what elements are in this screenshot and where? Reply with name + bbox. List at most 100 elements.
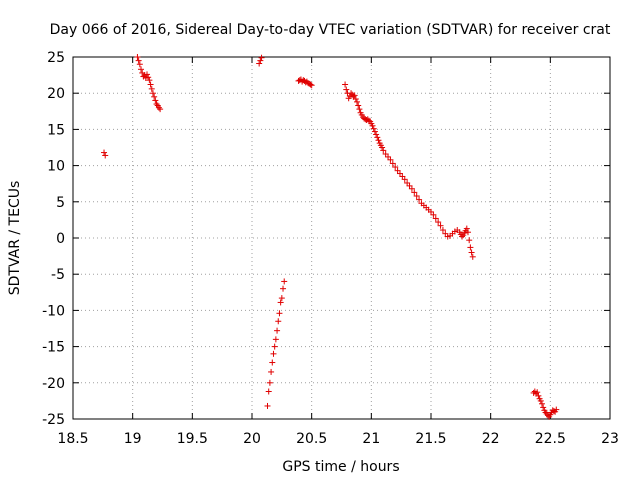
data-point: [147, 81, 154, 88]
data-point: [459, 233, 466, 240]
data-point: [538, 400, 545, 407]
data-point: [380, 147, 387, 154]
data-point: [269, 359, 276, 366]
data-point: [276, 310, 283, 317]
data-point: [435, 219, 442, 226]
x-tick-label: 22: [482, 431, 500, 447]
data-point: [145, 74, 152, 81]
data-point: [135, 57, 142, 64]
data-point: [149, 90, 156, 97]
data-point: [265, 388, 272, 395]
data-point: [258, 54, 265, 61]
y-tick-labels: -25 -20 -15 -10 -5 0 5 10 15 20 25: [42, 50, 65, 428]
y-tick-label: 20: [47, 86, 65, 102]
data-point: [143, 71, 150, 78]
data-point: [411, 189, 418, 196]
data-point: [307, 81, 314, 88]
data-point: [463, 225, 470, 232]
data-point: [308, 82, 315, 89]
chart-title: Day 066 of 2016, Sidereal Day-to-day VTE…: [50, 22, 611, 38]
data-point: [379, 144, 386, 151]
ticks: [72, 56, 611, 420]
data-point: [355, 102, 362, 109]
data-point: [416, 196, 423, 203]
data-point: [389, 160, 396, 167]
grid: [73, 57, 610, 419]
data-point: [375, 137, 382, 144]
y-tick-label: -5: [51, 267, 65, 283]
data-point: [351, 92, 358, 99]
data-point: [270, 350, 277, 357]
data-point: [268, 368, 275, 375]
data-point: [553, 406, 560, 413]
y-tick-label: 10: [47, 159, 65, 175]
y-tick-label: -25: [42, 412, 65, 428]
data-point: [467, 244, 474, 251]
data-point: [401, 176, 408, 183]
x-tick-labels: 18.5 19 19.5 20 20.5 21 21.5 22 22.5 23: [57, 431, 619, 447]
data-point: [413, 193, 420, 200]
data-point: [370, 125, 377, 132]
data-point: [354, 98, 361, 105]
data-point: [540, 404, 547, 411]
data-point: [264, 402, 271, 409]
data-point: [134, 54, 141, 60]
x-tick-label: 22.5: [535, 431, 566, 447]
data-point: [342, 81, 349, 88]
data-point: [278, 295, 285, 302]
data-point: [275, 318, 282, 325]
x-axis-label: GPS time / hours: [282, 459, 399, 475]
y-tick-label: 15: [47, 122, 65, 138]
data-point: [371, 128, 378, 135]
x-tick-label: 21.5: [415, 431, 446, 447]
x-tick-label: 21: [362, 431, 380, 447]
y-tick-label: -20: [42, 376, 65, 392]
data-point: [277, 299, 284, 306]
y-tick-label: 5: [56, 195, 65, 211]
x-tick-label: 19.5: [177, 431, 208, 447]
y-tick-label: -15: [42, 340, 65, 356]
y-tick-label: 0: [56, 231, 65, 247]
data-point: [146, 77, 153, 84]
data-point: [153, 101, 160, 108]
data-point: [373, 131, 380, 138]
data-point: [537, 397, 544, 404]
x-tick-label: 18.5: [57, 431, 88, 447]
data-point: [356, 106, 363, 113]
x-tick-label: 19: [124, 431, 142, 447]
data-point: [102, 152, 109, 159]
data-point: [534, 389, 541, 396]
data-point: [466, 237, 473, 244]
y-tick-label: 25: [47, 50, 65, 66]
data-point: [266, 379, 273, 386]
data-point: [468, 249, 475, 256]
y-tick-label: -10: [42, 303, 65, 319]
data-point: [272, 336, 279, 343]
data-point: [369, 122, 376, 129]
data-point: [271, 343, 278, 350]
data-point: [281, 278, 288, 285]
data-point: [439, 227, 446, 234]
data-point: [352, 95, 359, 102]
y-axis-label: SDTVAR / TECUs: [7, 181, 23, 296]
data-points: [101, 54, 560, 420]
x-tick-label: 20.5: [296, 431, 327, 447]
data-point: [151, 93, 158, 100]
data-point: [430, 211, 437, 218]
data-point: [348, 90, 355, 97]
data-point: [257, 57, 264, 64]
data-point: [136, 61, 143, 68]
data-point: [157, 106, 164, 113]
data-point: [392, 164, 399, 171]
data-point: [152, 97, 159, 104]
data-point: [387, 156, 394, 163]
data-point: [148, 85, 155, 92]
data-point: [101, 149, 108, 156]
data-point: [374, 134, 381, 141]
data-point: [432, 215, 439, 222]
data-point: [437, 222, 444, 229]
x-tick-label: 23: [601, 431, 619, 447]
data-point: [469, 253, 476, 260]
data-point: [535, 392, 542, 399]
